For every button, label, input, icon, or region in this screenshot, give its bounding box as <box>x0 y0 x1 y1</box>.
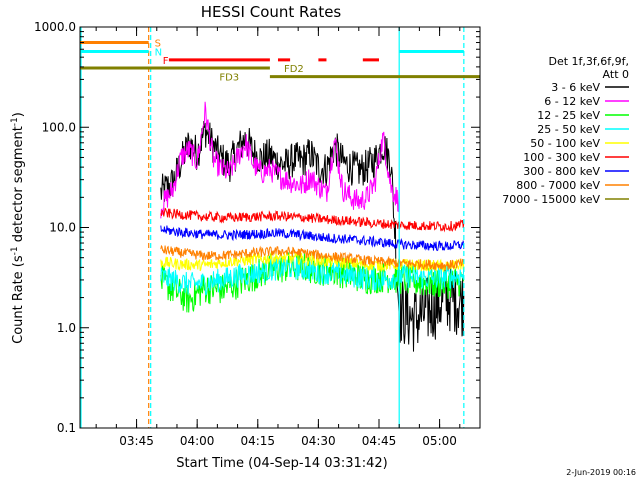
footer-date: 2-Jun-2019 00:16 <box>566 468 636 477</box>
series-line-800-7000keV <box>160 244 465 271</box>
flag-label-fd3: FD3 <box>219 73 239 84</box>
x-axis-label: Start Time (04-Sep-14 03:31:42) <box>176 456 387 471</box>
y-tick-label: 1.0 <box>57 321 76 335</box>
series-line-300-800keV <box>160 225 465 252</box>
y-tick-label: 10.0 <box>49 221 76 235</box>
legend-entry-label: 300 - 800 keV <box>523 165 600 178</box>
x-tick-label: 03:45 <box>119 434 154 448</box>
series-line-100-300keV <box>160 207 465 233</box>
x-tick-label: 05:00 <box>422 434 457 448</box>
x-tick-label: 04:30 <box>301 434 336 448</box>
flag-label-f: F <box>163 56 169 67</box>
legend-entry-label: 800 - 7000 keV <box>516 179 600 192</box>
x-tick-label: 04:00 <box>180 434 215 448</box>
legend-entry-label: 50 - 100 keV <box>530 137 600 150</box>
series-line-3-6keV <box>160 121 465 352</box>
series-line-25-50keV <box>160 255 465 296</box>
x-tick-label: 04:45 <box>362 434 397 448</box>
series-line-6-12keV <box>160 101 400 219</box>
legend-entry-label: 6 - 12 keV <box>544 95 600 108</box>
legend-header-line-2: Att 0 <box>603 68 629 81</box>
legend-entry-label: 3 - 6 keV <box>551 81 600 94</box>
y-axis-label: Count Rate (s-1 detector segment-1) <box>10 112 26 344</box>
legend-entry-label: 7000 - 15000 keV <box>502 193 600 206</box>
y-tick-label: 1000.0 <box>34 20 76 34</box>
x-tick-label: 04:15 <box>240 434 275 448</box>
legend-header-line-1: Det 1f,3f,6f,9f, <box>548 55 629 68</box>
flag-label-n: N <box>155 47 162 58</box>
y-tick-label: 100.0 <box>42 120 76 134</box>
y-tick-label: 0.1 <box>57 421 76 435</box>
flag-label-fd2: FD2 <box>284 64 304 75</box>
legend-entry-label: 25 - 50 keV <box>537 123 600 136</box>
flag-label-s: S <box>155 39 161 50</box>
legend-entry-label: 100 - 300 keV <box>523 151 600 164</box>
legend-entry-label: 12 - 25 keV <box>537 109 600 122</box>
chart-title: HESSI Count Rates <box>201 3 342 21</box>
